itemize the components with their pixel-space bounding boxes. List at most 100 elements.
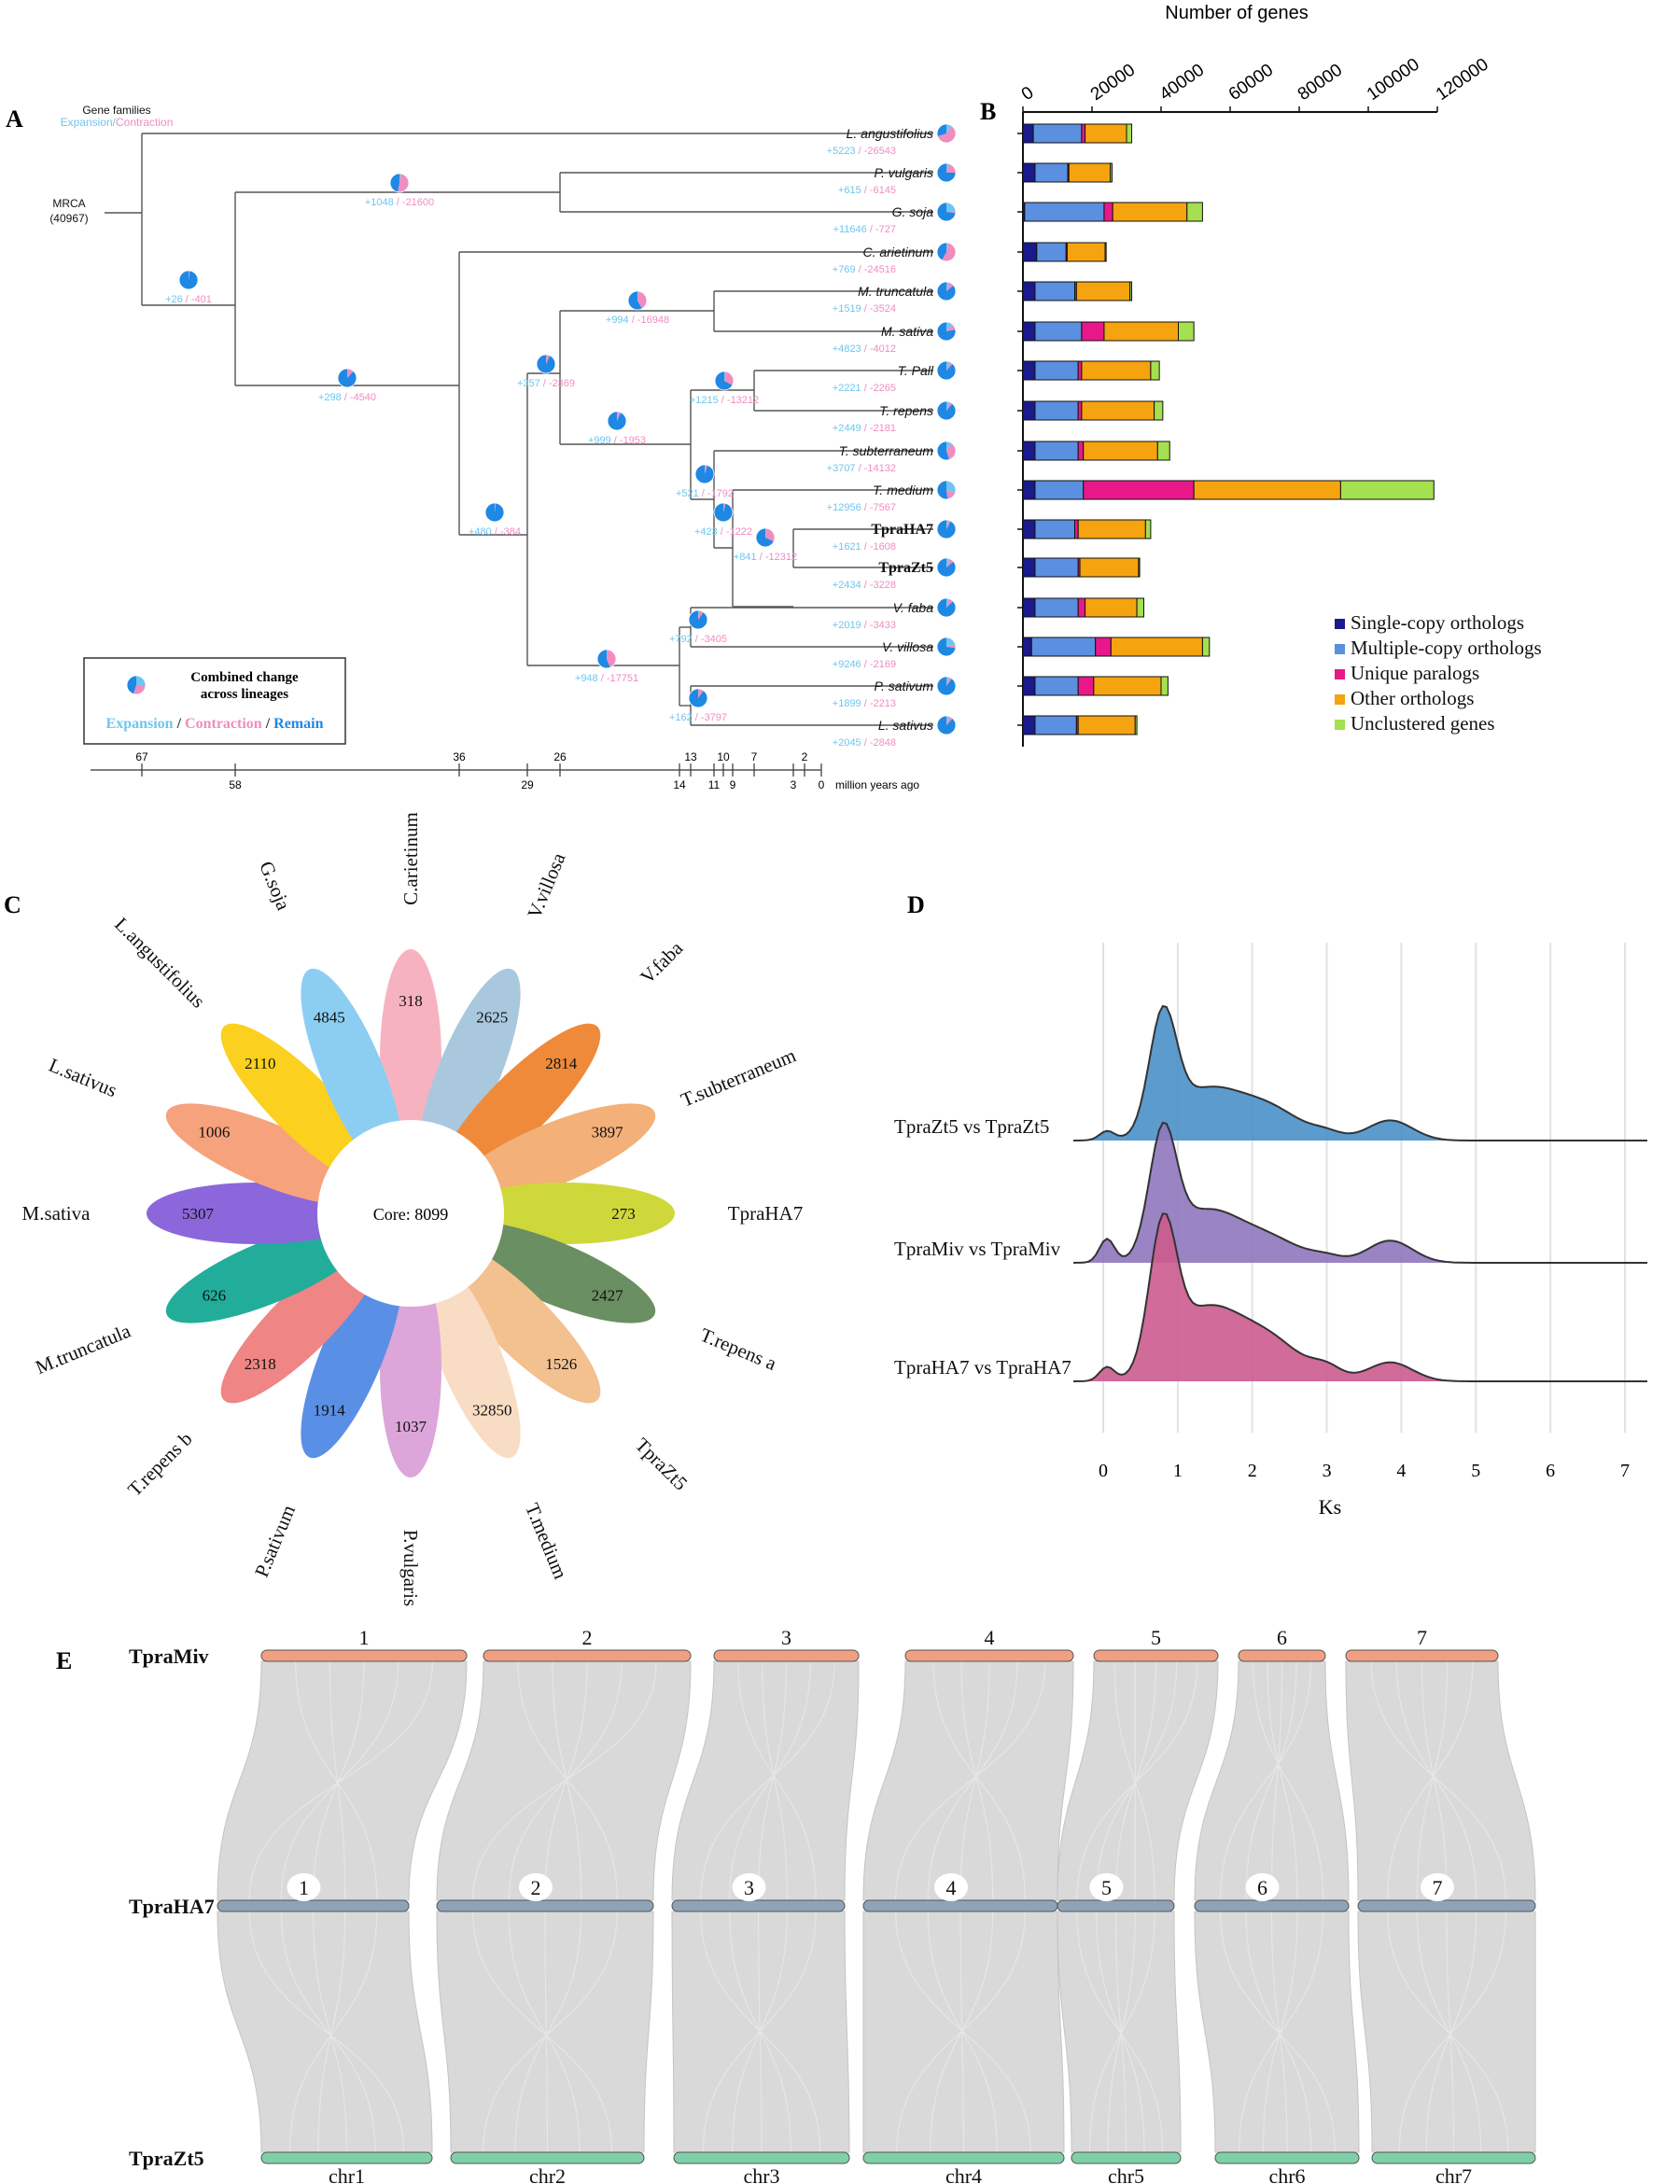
node-plus: +298 xyxy=(318,392,342,403)
bar-segment xyxy=(1112,202,1188,222)
flower-petal xyxy=(418,1253,521,1459)
node-sep: / xyxy=(394,197,402,208)
node-pie xyxy=(337,368,357,388)
taxon-pie-slice xyxy=(937,558,956,577)
chromosome-label: chr3 xyxy=(743,2164,779,2184)
taxon-pie-slice xyxy=(946,558,950,567)
bar-segment xyxy=(1193,480,1341,500)
node-pie-slice xyxy=(337,369,357,387)
tree-branches xyxy=(105,133,933,726)
synteny-strand xyxy=(1076,1660,1198,1901)
synteny-strand xyxy=(757,1660,788,1901)
legend-swatch xyxy=(1335,644,1345,654)
legend-swatch xyxy=(1335,694,1345,705)
taxon-minus: -2213 xyxy=(870,698,896,709)
petal-value: 2427 xyxy=(592,1286,624,1304)
node-plus: +357 xyxy=(517,378,540,389)
chromosome-label: 7 xyxy=(1417,1626,1427,1649)
bar-segment xyxy=(1079,557,1140,578)
synteny-strand xyxy=(700,1660,835,1901)
synteny-strand xyxy=(482,1911,618,2153)
legend-pie-slice-group-rim xyxy=(126,675,147,695)
flower-petal xyxy=(439,1023,601,1185)
time-label-bottom: 29 xyxy=(521,778,534,791)
taxon-pie xyxy=(936,202,957,222)
synteny-strand xyxy=(1267,1660,1298,1901)
chromosome-bar xyxy=(436,1899,654,1912)
chromosome-label: 1 xyxy=(359,1626,370,1649)
node-pie-slice xyxy=(765,528,767,538)
taxon-minus: -4012 xyxy=(870,343,896,355)
petal-value: 1526 xyxy=(545,1355,577,1373)
synteny-strand xyxy=(312,1660,365,1901)
node-sep: / xyxy=(598,673,607,684)
petal-label: L.sativus xyxy=(46,1054,120,1101)
legend-label: Multiple-copy orthologs xyxy=(1351,637,1542,659)
taxon-pie xyxy=(936,321,957,342)
node-pie-slice xyxy=(398,174,409,192)
taxon-pie-slice xyxy=(946,520,949,529)
taxon-minus: -3524 xyxy=(870,303,896,315)
petal-value: 5307 xyxy=(182,1205,215,1223)
petal-label: T.repens a xyxy=(697,1323,780,1375)
taxon-pie-slice xyxy=(937,322,956,341)
bar-series xyxy=(1022,123,1435,735)
genome-label: TpraHA7 xyxy=(129,1895,215,1918)
taxon-minus: -24516 xyxy=(864,264,896,275)
node-pie-slice xyxy=(546,355,547,364)
node-pie-rim xyxy=(607,411,627,431)
taxon-pie-slice xyxy=(946,124,952,133)
taxon-pie-slice xyxy=(946,401,950,411)
flower-petal xyxy=(220,1241,383,1404)
synteny-strand xyxy=(472,1660,657,1901)
node-plus: +26 xyxy=(165,294,183,305)
taxon-pie-slice xyxy=(936,598,956,617)
taxon-plus: +769 xyxy=(833,264,856,275)
synteny-strand xyxy=(552,1660,582,1901)
taxon-pie-rim xyxy=(936,715,957,735)
node-pie-slice xyxy=(715,371,733,391)
taxon-change: +11646 / -727 xyxy=(833,224,896,235)
taxon-pie xyxy=(936,637,957,657)
taxon-plus: +1621 xyxy=(833,541,861,553)
bar-segment xyxy=(1103,321,1179,342)
node-pie-rim xyxy=(536,354,556,374)
bar-segment xyxy=(1022,242,1038,262)
taxon-label: V. faba xyxy=(893,600,934,615)
taxon-pie-slice xyxy=(937,203,956,222)
node-sep: / xyxy=(757,552,765,563)
bar-segment xyxy=(1034,715,1077,735)
legend-label: Single-copy orthologs xyxy=(1351,611,1524,634)
node-pie-rim xyxy=(755,527,776,548)
node-pie-slice xyxy=(617,412,619,421)
tree-nodes: +26 / -401 +1048 / -21600 +298 / -4540 +480… xyxy=(165,173,797,723)
taxon-pie-slice xyxy=(946,282,950,291)
node-pie-rim xyxy=(627,290,648,311)
taxon-pie-rim xyxy=(936,480,957,500)
taxon-plus: +2019 xyxy=(833,620,861,631)
bar-segment xyxy=(1022,597,1036,618)
synteny-strand xyxy=(1113,1660,1155,1901)
legend-contraction: Contraction xyxy=(185,716,262,732)
synteny-strand xyxy=(702,1911,817,2153)
taxon-pie-slice xyxy=(946,401,953,411)
combined-change-legend: Combined change across lineages Expansio… xyxy=(83,657,346,745)
chromosome-label: 1 xyxy=(299,1876,309,1899)
legend-categories: Expansion / Contraction / Remain xyxy=(106,716,324,732)
node-pie xyxy=(596,649,617,669)
chromosome-bar xyxy=(862,2151,1065,2164)
ridge-label: TpraZt5 vs TpraZt5 xyxy=(894,1115,1049,1138)
node-pie-slice xyxy=(607,650,609,659)
taxon-change: +615 / -6145 xyxy=(838,185,896,196)
bar-segment xyxy=(1036,242,1067,262)
node-pie xyxy=(178,270,199,290)
bar-legend: Single-copy orthologs Multiple-copy ortho… xyxy=(1335,611,1542,735)
taxon-pie-slice xyxy=(946,203,956,212)
synteny-strand xyxy=(896,1911,1026,2153)
taxon-pie-slice xyxy=(946,645,956,649)
legend-swatch xyxy=(1335,720,1345,730)
synteny-strand xyxy=(295,1660,378,1901)
petal-label: P.sativum xyxy=(250,1502,300,1580)
node-pie-slice xyxy=(705,465,708,474)
taxon-pie xyxy=(936,281,957,301)
